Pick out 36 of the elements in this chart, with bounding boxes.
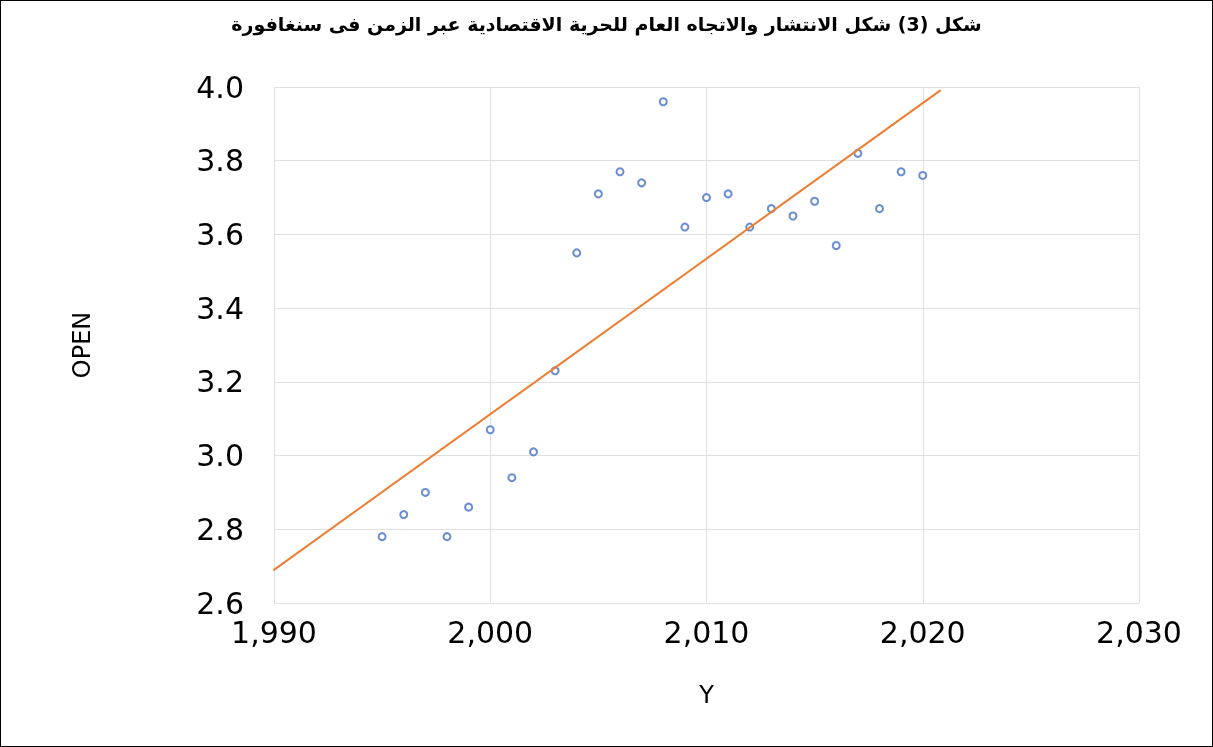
point — [875, 204, 884, 214]
point — [593, 189, 603, 199]
point — [831, 240, 841, 250]
point — [399, 510, 409, 520]
point — [507, 473, 517, 483]
y-tick-label: 3.0 — [196, 438, 244, 474]
x-axis-title: Y — [698, 681, 715, 709]
y-tick-label: 3.8 — [196, 143, 244, 179]
chart-title: شكل (3) شكل الانتشار والاتجاه العام للحرية الاقتصادية عبر الزمن فى سنغافورة — [231, 12, 982, 36]
point — [485, 425, 495, 435]
point — [420, 487, 430, 497]
y-axis-title: OPEN — [68, 311, 96, 379]
point — [723, 189, 733, 199]
y-tick-label: 4.0 — [196, 69, 244, 105]
point — [810, 196, 820, 206]
point — [896, 167, 906, 177]
y-tick-label: 3.4 — [196, 290, 244, 326]
y-tick-label: 3.2 — [196, 364, 244, 400]
point — [615, 167, 625, 177]
x-tick-label: 2,020 — [879, 614, 966, 650]
x-tick-label: 2,030 — [1096, 614, 1182, 650]
x-tick-label: 2,010 — [663, 614, 750, 650]
point — [529, 447, 538, 457]
point — [442, 532, 452, 542]
y-tick-label: 3.6 — [196, 216, 244, 252]
point — [788, 211, 798, 221]
point — [572, 248, 582, 258]
point — [464, 502, 474, 512]
point — [377, 532, 387, 542]
point — [680, 222, 690, 232]
point — [637, 178, 647, 188]
point — [658, 97, 668, 107]
point — [918, 170, 928, 180]
point — [702, 193, 711, 203]
y-tick-label: 2.8 — [196, 511, 244, 547]
x-tick-label: 2,000 — [447, 614, 534, 650]
